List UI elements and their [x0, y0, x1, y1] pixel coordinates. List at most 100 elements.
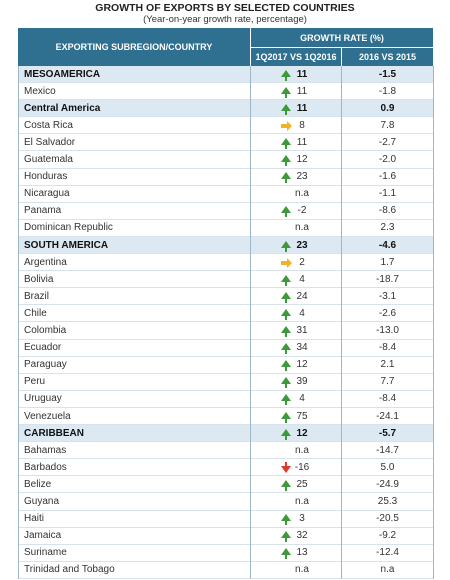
country-cell: SOUTH AMERICA [18, 237, 250, 255]
trend-arrow [281, 411, 291, 423]
country-cell: Costa Rica [18, 117, 250, 135]
value-cell: 7.8 [342, 117, 433, 135]
subtitle: (Year-on-year growth rate, percentage) [143, 14, 307, 25]
value-cell: 32 [251, 528, 341, 545]
arrow-shape [281, 343, 291, 355]
arrow-shape [281, 514, 291, 526]
value-cell: -1.6 [342, 169, 433, 186]
value-cell: 12 [251, 425, 341, 443]
country-cell: Uruguay [18, 391, 250, 408]
trend-arrow [281, 274, 291, 286]
arrow-shape [281, 86, 291, 98]
trend-arrow [281, 461, 291, 473]
value-cell: 5.0 [342, 459, 433, 477]
arrow-shape [281, 479, 291, 491]
trend-arrow [281, 531, 291, 543]
country-cell: Brazil [18, 288, 250, 306]
trend-arrow [281, 120, 292, 131]
arrow-shape [281, 291, 291, 303]
value-cell: -8.6 [342, 203, 433, 220]
value-cell: 11 [251, 83, 341, 101]
country-cell: Guyana [18, 494, 250, 511]
country-cell: CARIBBEAN [18, 425, 250, 443]
value-cell: -4.6 [342, 237, 433, 255]
value-cell: n.a [251, 442, 341, 460]
country-cell: Mexico [18, 83, 250, 101]
value-cell: -12.4 [342, 545, 433, 562]
trend-arrow [281, 69, 291, 81]
arrow-shape [281, 257, 292, 268]
country-cell: Venezuela [18, 408, 250, 426]
trend-arrow [281, 172, 291, 184]
arrow-shape [281, 428, 291, 440]
value-cell: 24 [251, 288, 341, 306]
country-cell: Argentina [18, 254, 250, 272]
arrow-shape [281, 360, 291, 372]
header-y: 2016 VS 2015 [342, 48, 433, 66]
value-cell: 4 [251, 305, 341, 323]
value-cell: -20.5 [342, 511, 433, 528]
trend-arrow [281, 394, 291, 406]
value-cell: -13.0 [342, 323, 433, 340]
country-cell: Chile [18, 305, 250, 323]
value-cell: 2.3 [342, 220, 433, 237]
column-rule [250, 66, 251, 579]
country-cell: Ecuador [18, 340, 250, 357]
arrow-shape [281, 206, 291, 218]
value-cell: -16 [251, 459, 341, 477]
arrow-shape [281, 394, 291, 406]
value-cell: -24.9 [342, 476, 433, 494]
country-cell: Bahamas [18, 442, 250, 460]
header-q: 1Q2017 VS 1Q2016 [251, 48, 341, 66]
country-cell: Dominican Republic [18, 220, 250, 237]
trend-arrow [281, 343, 291, 355]
title: GROWTH OF EXPORTS BY SELECTED COUNTRIES [95, 2, 355, 14]
value-cell: 31 [251, 323, 341, 340]
value-cell: -2.6 [342, 305, 433, 323]
value-cell: 23 [251, 169, 341, 186]
country-cell: Guatemala [18, 152, 250, 169]
country-cell: Barbados [18, 459, 250, 477]
value-cell: 12 [251, 152, 341, 169]
arrow-shape [281, 411, 291, 423]
value-cell: 4 [251, 391, 341, 408]
value-cell: 2.1 [342, 357, 433, 374]
value-cell: -2.7 [342, 134, 433, 152]
arrow-shape [281, 274, 291, 286]
value-cell: -14.7 [342, 442, 433, 460]
value-cell: 4 [251, 271, 341, 289]
value-cell: 23 [251, 237, 341, 255]
value-cell: -8.4 [342, 340, 433, 357]
arrow-shape [281, 377, 291, 389]
value-cell: -1.1 [342, 186, 433, 203]
country-cell: El Salvador [18, 134, 250, 152]
trend-arrow [281, 308, 291, 320]
country-cell: Trinidad and Tobago [18, 562, 250, 579]
arrow-shape [281, 461, 291, 473]
country-cell: Paraguay [18, 357, 250, 374]
value-cell: 25 [251, 476, 341, 494]
value-cell: 11 [251, 100, 341, 118]
column-rule [18, 66, 19, 579]
country-cell: Nicaragua [18, 186, 250, 203]
trend-arrow [281, 548, 291, 560]
arrow-shape [281, 326, 291, 337]
trend-arrow [281, 155, 291, 166]
value-cell: 11 [251, 134, 341, 152]
arrow-shape [281, 240, 291, 252]
value-cell: n.a [251, 562, 341, 579]
value-cell: n.a [251, 494, 341, 511]
arrow-shape [281, 308, 291, 320]
value-cell: 12 [251, 357, 341, 374]
country-cell: Colombia [18, 323, 250, 340]
header-country: EXPORTING SUBREGION/COUNTRY [18, 28, 250, 66]
trend-arrow [281, 377, 291, 389]
trend-arrow [281, 86, 291, 98]
arrow-shape [281, 548, 291, 560]
value-cell: -8.4 [342, 391, 433, 408]
value-cell: n.a [251, 186, 341, 203]
country-cell: Belize [18, 476, 250, 494]
value-cell: 34 [251, 340, 341, 357]
trend-arrow [281, 514, 291, 526]
